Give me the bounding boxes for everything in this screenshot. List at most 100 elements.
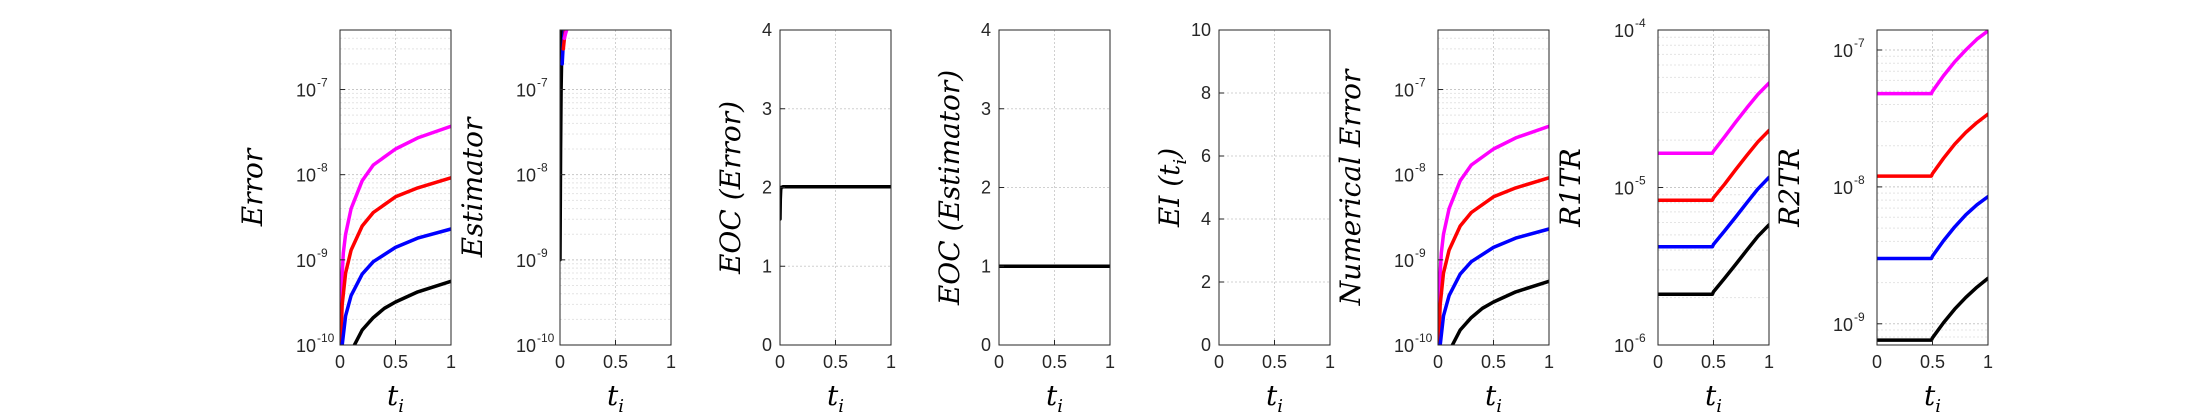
x-tick-label: 0.5: [1042, 352, 1067, 372]
x-axis-label-main: t: [1046, 379, 1058, 412]
y-tick-base: 10: [296, 166, 316, 186]
y-tick-label: 3: [981, 99, 991, 119]
x-axis-label-main: t: [1705, 379, 1717, 412]
y-tick-label: 10: [1833, 41, 1853, 61]
y-tick-base: 10: [1394, 166, 1414, 186]
x-tick-label: 1: [1544, 352, 1554, 372]
y-axis-label-main: Numerical Error: [1334, 68, 1367, 306]
x-tick-label: 1: [666, 352, 676, 372]
series-line-3: [1658, 175, 1769, 249]
x-axis-label-main: t: [387, 379, 399, 412]
series-line-1: [340, 124, 451, 345]
x-tick-label: 0: [775, 352, 785, 372]
y-tick-base: 10: [1614, 179, 1634, 199]
x-axis-label-main: t: [1924, 379, 1936, 412]
series-line-1: [1438, 124, 1549, 345]
series-line-1: [1877, 30, 1988, 96]
y-axis-label: R1TR: [1554, 148, 1587, 228]
y-tick-exponent: -8: [1854, 173, 1865, 187]
x-axis-label: ti: [827, 379, 844, 417]
series-line-4: [352, 279, 451, 345]
y-axis-label-main: EOC (Error): [714, 101, 747, 275]
x-tick-label: 1: [446, 352, 456, 372]
y-tick-label: 10: [1394, 166, 1414, 186]
x-axis-label-subscript: i: [1057, 396, 1063, 417]
y-tick-label: 0: [762, 335, 772, 355]
series-group: [1438, 124, 1549, 345]
y-tick-label: 10: [516, 166, 536, 186]
series-line-3: [1877, 194, 1988, 261]
x-axis-label: ti: [607, 379, 624, 417]
x-tick-label: 0: [335, 352, 345, 372]
y-tick-label: 2: [981, 178, 991, 198]
y-axis-label-main: EI (t: [1153, 164, 1186, 228]
y-axis-label: R2TR: [1773, 148, 1806, 228]
y-tick-label: 0: [1201, 335, 1211, 355]
y-tick-label: 4: [1201, 209, 1211, 229]
panel-3: 0 0.5 1 0 1 2 3 4 ti EOC (Error): [714, 20, 896, 417]
x-axis-label: ti: [1705, 379, 1722, 417]
y-tick-label: 4: [762, 20, 772, 40]
y-tick-base: 10: [516, 251, 536, 271]
x-tick-label: 0: [1433, 352, 1443, 372]
x-tick-label: 0: [1872, 352, 1882, 372]
y-tick-base: 10: [1833, 315, 1853, 335]
x-tick-label: 0.5: [1481, 352, 1506, 372]
y-tick-label: 10: [1614, 21, 1634, 41]
series-line-4: [1450, 279, 1549, 345]
x-axis-label: ti: [387, 379, 404, 417]
y-axis-label: Error: [236, 147, 269, 227]
y-tick-exponent: -10: [317, 331, 335, 345]
x-axis-label: ti: [1266, 379, 1283, 417]
y-tick-label: 10: [296, 81, 316, 101]
panel-4: 0 0.5 1 0 1 2 3 4 ti EOC (Estimator): [933, 20, 1115, 417]
series-line-1: [1658, 81, 1769, 155]
y-tick-exponent: -10: [537, 331, 555, 345]
series-line-4: [1877, 276, 1988, 342]
y-axis-label: EI (ti): [1153, 148, 1191, 228]
series-line-3: [340, 227, 451, 345]
y-tick-label: 10: [1833, 315, 1853, 335]
x-axis-label-subscript: i: [1935, 396, 1941, 417]
y-tick-exponent: -8: [1415, 161, 1426, 175]
x-tick-label: 0.5: [603, 352, 628, 372]
y-tick-base: 10: [1614, 336, 1634, 356]
series-group: [340, 124, 451, 345]
x-tick-label: 1: [1105, 352, 1115, 372]
y-tick-base: 10: [516, 336, 536, 356]
y-tick-base: 10: [296, 251, 316, 271]
y-tick-exponent: -10: [1415, 331, 1433, 345]
y-tick-label: 0: [981, 335, 991, 355]
series-line-2: [1877, 112, 1988, 178]
y-tick-label: 6: [1201, 146, 1211, 166]
y-tick-label: 10: [296, 336, 316, 356]
x-axis-label: ti: [1924, 379, 1941, 417]
y-tick-label: 10: [516, 336, 536, 356]
y-tick-base: 10: [1394, 251, 1414, 271]
y-tick-base: 10: [296, 81, 316, 101]
series-line-2: [340, 176, 451, 345]
y-axis-label-main: Error: [236, 147, 269, 227]
y-tick-base: 10: [296, 336, 316, 356]
y-axis-label-main: Estimator: [456, 116, 489, 258]
x-tick-label: 0.5: [383, 352, 408, 372]
x-axis-label-subscript: i: [398, 396, 404, 417]
y-tick-label: 1: [981, 256, 991, 276]
y-axis-label-subscript: i: [1170, 159, 1191, 165]
y-axis-label: EOC (Error): [714, 101, 747, 275]
series-line-2: [1438, 176, 1549, 345]
y-tick-label: 3: [762, 99, 772, 119]
y-tick-label: 10: [296, 251, 316, 271]
series-group: [1877, 30, 1988, 342]
y-axis-label-main: R2TR: [1773, 148, 1806, 228]
x-axis-label-main: t: [827, 379, 839, 412]
y-tick-exponent: -4: [1635, 16, 1646, 30]
x-axis-label-main: t: [607, 379, 619, 412]
x-tick-label: 1: [1325, 352, 1335, 372]
y-tick-base: 10: [516, 166, 536, 186]
x-tick-label: 0: [1214, 352, 1224, 372]
